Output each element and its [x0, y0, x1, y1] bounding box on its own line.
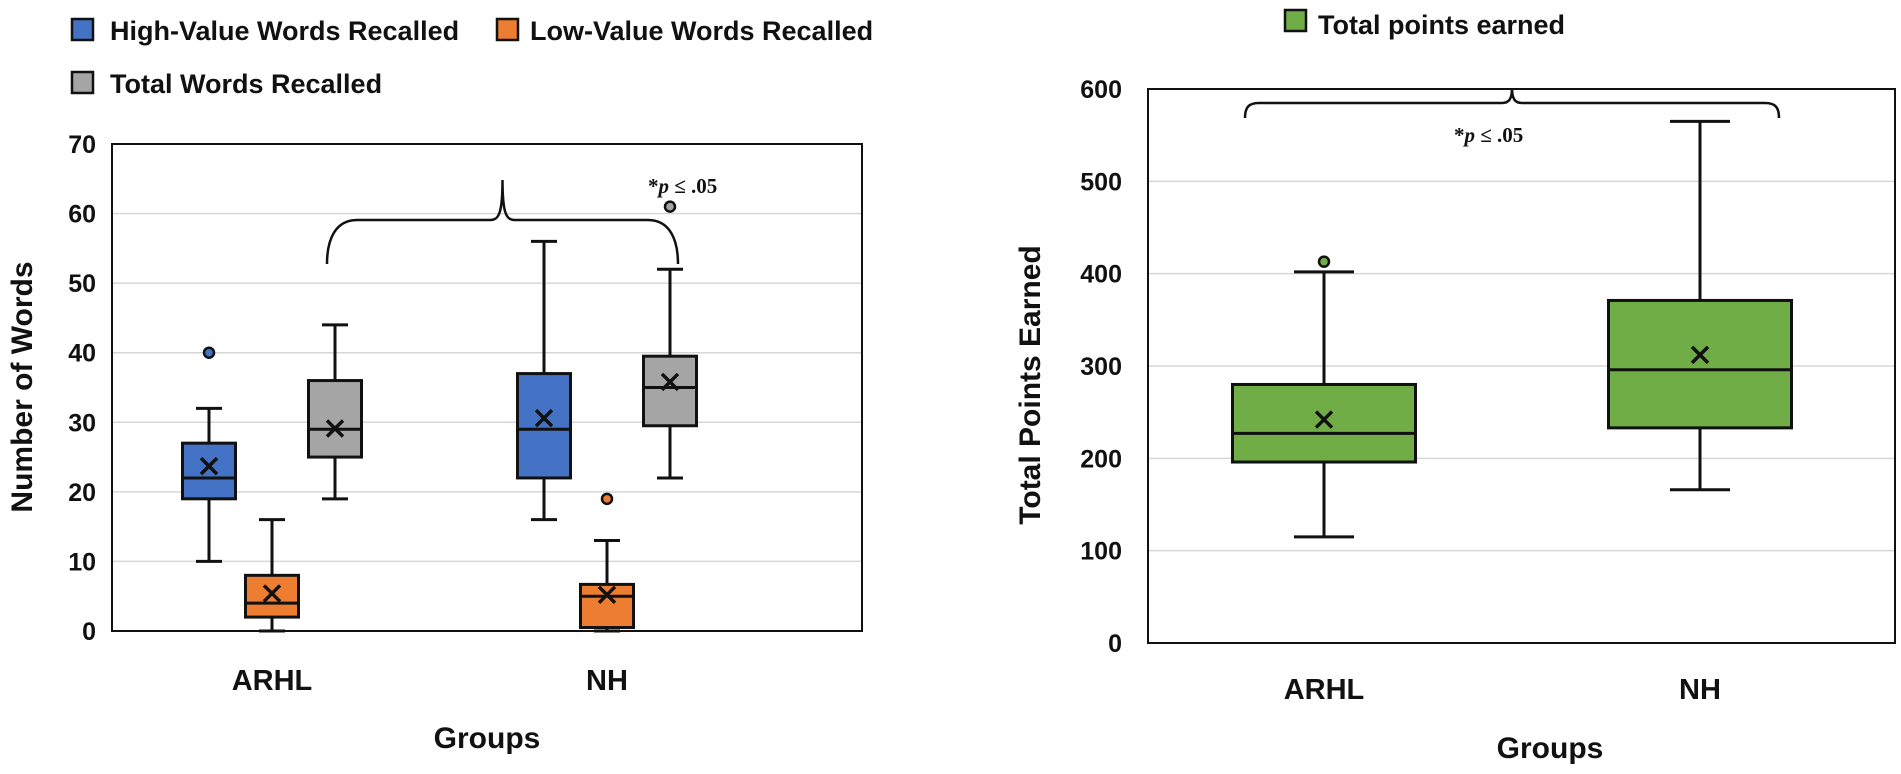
outlier-point	[663, 200, 677, 213]
legend-swatch-total-words	[70, 70, 95, 95]
right-plot-frame	[1147, 88, 1896, 644]
mean-marker	[660, 372, 680, 392]
legend-item-low-value: Low-Value Words Recalled	[495, 16, 873, 46]
x-category-nh: NH	[1679, 674, 1721, 706]
y-tick-label: 70	[68, 131, 96, 159]
legend-label-total-words: Total Words Recalled	[110, 69, 382, 99]
mean-marker	[534, 408, 554, 428]
left-significance-brace	[325, 179, 680, 265]
x-category-arhl: ARHL	[1284, 674, 1365, 706]
left-y-axis-ticks: 0 10 20 30 40 50 60 70	[68, 131, 96, 646]
box-total-points-earned-nh	[1607, 119, 1793, 492]
y-tick-label: 20	[68, 479, 96, 507]
mean-marker	[1690, 345, 1710, 365]
box-total-words-recalled-nh	[642, 200, 698, 480]
y-tick-label: 0	[82, 618, 96, 646]
iqr-box	[181, 441, 237, 501]
left-x-axis-title: Groups	[434, 722, 541, 755]
outlier-point	[1317, 255, 1331, 268]
mean-marker	[199, 456, 219, 476]
box-total-words-recalled-arhl	[307, 323, 363, 501]
left-box-plots	[181, 200, 698, 633]
left-x-axis-categories: ARHL NH	[232, 665, 628, 697]
outlier-point	[202, 346, 216, 359]
box-high-value-words-recalled-nh	[516, 239, 572, 522]
y-tick-label: 60	[68, 201, 96, 229]
box-low-value-words-recalled-nh	[579, 492, 635, 633]
iqr-box	[579, 582, 635, 630]
iqr-box	[642, 354, 698, 428]
x-category-nh: NH	[586, 665, 628, 697]
mean-marker	[597, 585, 617, 605]
y-tick-label: 300	[1080, 353, 1122, 381]
legend-label-total-points: Total points earned	[1318, 10, 1565, 40]
left-significance-label: *p ≤ .05	[648, 174, 717, 198]
y-tick-label: 600	[1080, 76, 1122, 104]
left-gridlines	[112, 212, 862, 563]
legend-swatch-low-value	[495, 17, 520, 42]
right-x-axis-title: Groups	[1497, 732, 1604, 765]
y-tick-label: 100	[1080, 538, 1122, 566]
outlier-point	[600, 492, 614, 506]
box-high-value-words-recalled-arhl	[181, 346, 237, 563]
left-plot-frame	[111, 143, 863, 632]
y-tick-label: 200	[1080, 445, 1122, 473]
right-box-plots	[1231, 119, 1793, 539]
legend-label-high-value: High-Value Words Recalled	[110, 16, 459, 46]
iqr-box	[307, 379, 363, 459]
mean-marker	[262, 584, 282, 603]
legend-item-total-words: Total Words Recalled	[70, 69, 382, 99]
right-significance-brace	[1243, 87, 1781, 119]
legend-swatch-total-points	[1283, 8, 1308, 33]
right-y-axis-title: Total Points Earned	[1014, 245, 1047, 524]
legend-swatch-high-value	[70, 17, 95, 42]
iqr-box	[1607, 298, 1793, 430]
iqr-box	[1231, 382, 1417, 464]
box-low-value-words-recalled-arhl	[244, 518, 300, 633]
total-points-chart: 0 100 200 300 400 500 600 ARHL NH *p ≤ .05 Grou…	[1014, 76, 1896, 765]
y-tick-label: 500	[1080, 168, 1122, 196]
legend-label-low-value: Low-Value Words Recalled	[530, 16, 873, 46]
right-significance-label: *p ≤ .05	[1454, 123, 1523, 147]
y-tick-label: 10	[68, 548, 96, 576]
right-y-axis-ticks: 0 100 200 300 400 500 600	[1080, 76, 1122, 658]
y-tick-label: 50	[68, 270, 96, 298]
x-category-arhl: ARHL	[232, 665, 313, 697]
iqr-box	[516, 372, 572, 480]
mean-marker	[325, 419, 345, 438]
right-x-axis-categories: ARHL NH	[1284, 674, 1721, 706]
y-tick-label: 0	[1108, 630, 1122, 658]
y-tick-label: 400	[1080, 261, 1122, 289]
mean-marker	[1314, 410, 1334, 429]
box-total-points-earned-arhl	[1231, 255, 1417, 539]
left-legend: High-Value Words Recalled Low-Value Word…	[70, 16, 873, 99]
y-tick-label: 30	[68, 409, 96, 437]
legend-item-high-value: High-Value Words Recalled	[70, 16, 459, 46]
words-recalled-chart: 0 10 20 30 40 50 60 70 ARHL NH *p ≤ .05 Groups N…	[6, 131, 863, 755]
y-tick-label: 40	[68, 340, 96, 368]
left-y-axis-title: Number of Words	[6, 261, 39, 512]
iqr-box	[244, 573, 300, 619]
right-legend: Total points earned	[1283, 8, 1565, 40]
